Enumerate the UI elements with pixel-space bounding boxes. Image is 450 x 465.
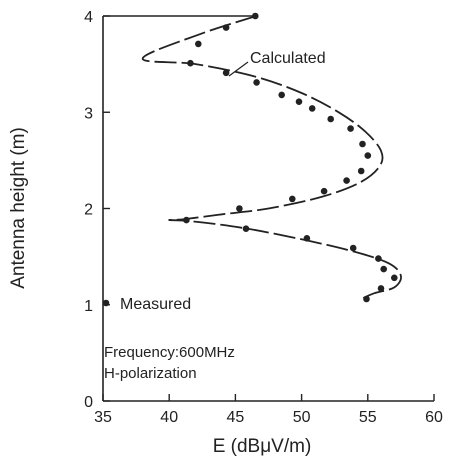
measured-point bbox=[187, 59, 194, 67]
x-ticks: 35 40 45 50 55 60 bbox=[94, 394, 443, 426]
measured-point bbox=[183, 216, 190, 224]
measured-point bbox=[380, 265, 388, 273]
measured-point bbox=[195, 40, 202, 48]
measured-point bbox=[242, 225, 250, 232]
y-ticks: 0 1 2 3 4 bbox=[84, 9, 110, 411]
x-tick-label: 35 bbox=[94, 409, 112, 426]
measured-point bbox=[295, 98, 303, 105]
calculated-leader-line bbox=[228, 61, 249, 77]
measured-point bbox=[364, 152, 372, 159]
measured-point bbox=[375, 255, 382, 262]
measured-point bbox=[222, 69, 230, 77]
x-tick-label: 45 bbox=[227, 409, 245, 426]
measured-point bbox=[289, 195, 296, 203]
measured-point bbox=[320, 187, 328, 195]
calculated-curve bbox=[141, 15, 402, 300]
measured-point bbox=[359, 140, 366, 148]
legend-measured-label: Measured bbox=[120, 296, 191, 313]
measured-point bbox=[253, 79, 260, 86]
measured-point bbox=[278, 91, 286, 99]
x-tick-label: 60 bbox=[425, 409, 443, 426]
y-tick-label: 0 bbox=[84, 394, 93, 411]
measured-point bbox=[347, 125, 354, 132]
measured-point bbox=[343, 177, 350, 184]
measured-point bbox=[391, 274, 398, 282]
frequency-annotation: Frequency:600MHz bbox=[104, 344, 235, 361]
x-axis-label: E (dBμV/m) bbox=[213, 436, 312, 457]
y-tick-label: 1 bbox=[84, 298, 93, 315]
y-tick-label: 4 bbox=[84, 9, 93, 26]
measured-point bbox=[349, 244, 357, 252]
x-tick-label: 55 bbox=[359, 409, 377, 426]
measured-point bbox=[308, 105, 316, 112]
measured-point bbox=[377, 285, 385, 292]
series-layer bbox=[141, 12, 402, 303]
measured-point bbox=[252, 12, 259, 20]
measured-point bbox=[357, 167, 365, 175]
y-axis-label: Antenna height (m) bbox=[8, 127, 29, 289]
measured-point bbox=[222, 24, 230, 31]
measured-point bbox=[303, 235, 311, 242]
y-tick-label: 2 bbox=[84, 202, 93, 219]
y-tick-label: 3 bbox=[84, 105, 93, 122]
legend-measured-marker bbox=[102, 299, 110, 307]
polarization-annotation: H-polarization bbox=[104, 365, 197, 382]
calculated-annotation: Calculated bbox=[250, 50, 326, 67]
x-tick-label: 40 bbox=[160, 409, 178, 426]
measured-point bbox=[236, 205, 243, 212]
measured-point bbox=[327, 115, 335, 123]
x-tick-label: 50 bbox=[293, 409, 311, 426]
measured-point bbox=[363, 295, 370, 303]
